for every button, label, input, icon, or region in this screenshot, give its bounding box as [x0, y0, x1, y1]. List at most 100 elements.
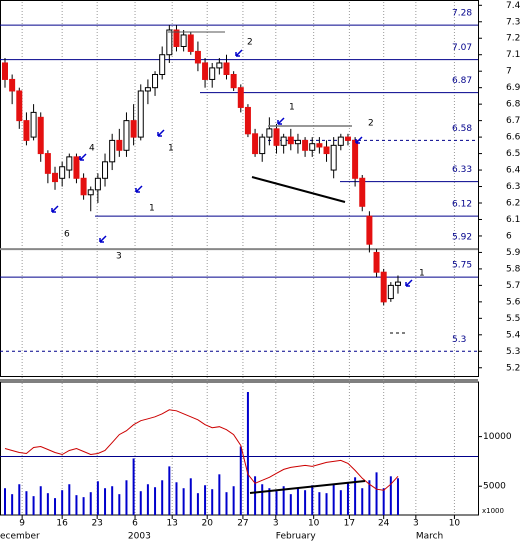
candle-body: [259, 136, 266, 155]
x-tick-label: 9: [19, 519, 25, 529]
candle-body: [159, 54, 166, 75]
annotation: 4: [89, 144, 95, 154]
lower-unit: x1000: [482, 507, 504, 515]
arrow: [235, 49, 243, 57]
level-label: 5.75: [452, 261, 472, 271]
candle-body: [230, 73, 237, 89]
level-label: 5.3: [452, 335, 466, 345]
y-tick-label: 6.3: [506, 182, 520, 192]
candle-body: [244, 106, 251, 135]
x-tick-label: 24: [378, 519, 390, 529]
candle-body: [109, 139, 116, 163]
candle-body: [23, 120, 30, 141]
candle-body: [352, 139, 359, 179]
y-tick-label: 6.7: [506, 116, 520, 126]
level-label: 6.12: [452, 200, 472, 210]
annotation: 1: [168, 144, 174, 154]
level-label: 5.92: [452, 233, 472, 243]
annotation: 1: [289, 103, 295, 113]
candle-body: [130, 120, 137, 138]
annotation: 1: [419, 269, 425, 279]
candle-body: [252, 133, 259, 155]
y-tick-label: 5.8: [506, 264, 521, 274]
candle-body: [273, 128, 280, 146]
arrow: [135, 185, 143, 193]
y-tick-label: 5.9: [506, 248, 521, 258]
arrow: [79, 153, 87, 161]
candle-body: [287, 136, 294, 145]
candle-body: [294, 139, 301, 145]
y-tick-label: 5.4: [506, 330, 521, 340]
arrow: [99, 235, 107, 243]
y-tick-label: 6.6: [506, 133, 521, 143]
annotation: 3: [116, 252, 122, 262]
annotation: 1: [149, 204, 155, 214]
candle-body: [144, 87, 151, 92]
arrow: [157, 129, 165, 137]
candle-body: [380, 271, 387, 303]
candle-body: [359, 177, 366, 207]
candle-body: [280, 136, 287, 146]
candle-body: [52, 172, 59, 183]
candle-body: [137, 90, 144, 138]
candle-body: [73, 156, 80, 179]
y-tick-label: 6.2: [506, 199, 520, 209]
x-tick-label: 16: [56, 519, 68, 529]
y2-tick-label: 5000: [483, 482, 506, 492]
x-tick-label: 23: [91, 519, 102, 529]
candle-body: [173, 29, 180, 47]
y-tick-label: 7.2: [506, 34, 520, 44]
candle-body: [30, 111, 37, 138]
y-tick-label: 5.3: [506, 347, 520, 357]
x-tick-label: 6: [132, 519, 138, 529]
month-label: ecember: [0, 532, 40, 542]
annotation: 6: [64, 230, 70, 240]
x-tick-label: 13: [166, 519, 177, 529]
level-label: 6.87: [452, 76, 472, 86]
lower-panel: [0, 381, 479, 516]
trend-line: [251, 176, 346, 203]
y2-tick-label: 10000: [483, 432, 512, 442]
x-tick-label: 3: [273, 519, 279, 529]
level-label: 7.28: [452, 9, 472, 19]
candle-body: [2, 62, 9, 80]
y-tick-label: 7.3: [506, 17, 520, 27]
y-tick-label: 7: [506, 67, 512, 77]
candle-body: [116, 139, 123, 151]
candle-body: [66, 156, 73, 171]
y-tick-label: 6.5: [506, 149, 520, 159]
candle-body: [9, 78, 16, 92]
candle-body: [330, 144, 337, 171]
y-tick-label: 5.7: [506, 281, 520, 291]
y-tick-label: 6.4: [506, 166, 521, 176]
arrow: [51, 205, 59, 213]
candle-body: [37, 116, 44, 155]
month-label: 2003: [128, 532, 151, 542]
candle-body: [44, 153, 51, 174]
candle-body: [152, 73, 159, 89]
candle-body: [202, 62, 209, 80]
candle-body: [387, 284, 394, 300]
candle-body: [323, 146, 330, 155]
candle-body: [237, 87, 244, 108]
candle-body: [302, 139, 309, 151]
y-tick-label: 5.6: [506, 297, 521, 307]
level-label: 7.07: [452, 43, 472, 53]
arrow: [355, 136, 363, 144]
candle-body: [366, 215, 373, 245]
candle-body: [16, 90, 23, 122]
annotation: 2: [368, 119, 374, 129]
candle-body: [187, 34, 194, 52]
x-tick-label: 17: [344, 519, 355, 529]
candle-body: [123, 120, 130, 151]
y-tick-label: 6.1: [506, 215, 520, 225]
y-tick-label: 6.8: [506, 100, 521, 110]
y-tick-label: 5.2: [506, 363, 520, 373]
y-tick-label: 7.1: [506, 50, 520, 60]
candle-body: [394, 281, 401, 286]
x-tick-label: 20: [201, 519, 213, 529]
price-panel: [0, 0, 479, 377]
candle-body: [59, 166, 66, 179]
candle-body: [180, 34, 187, 47]
